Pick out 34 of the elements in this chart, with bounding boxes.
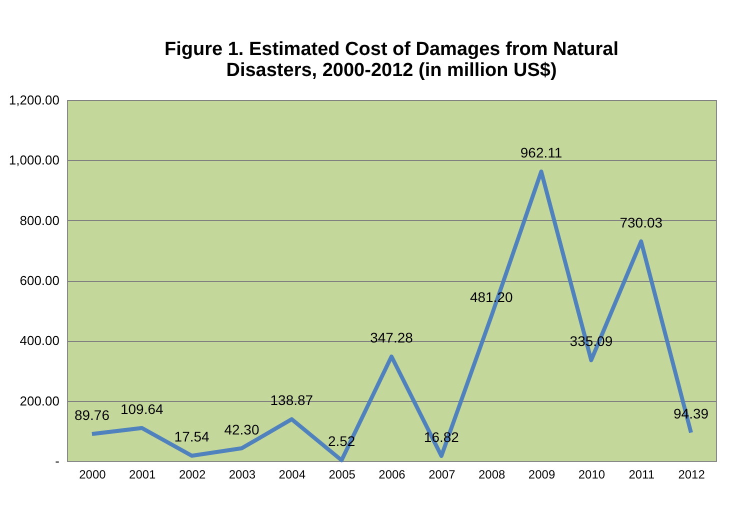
data-label: 94.39 xyxy=(674,406,709,422)
y-tick-label: 800.00 xyxy=(20,212,60,228)
x-tick-label: 2002 xyxy=(178,468,206,482)
data-label: 109.64 xyxy=(120,401,164,418)
x-tick-label: 2007 xyxy=(428,468,456,482)
y-tick-label: - xyxy=(55,454,60,468)
x-tick-label: 2006 xyxy=(378,468,406,482)
data-label: 17.54 xyxy=(174,428,210,445)
y-tick-label: 400.00 xyxy=(20,333,60,348)
x-tick-label: 2001 xyxy=(129,468,156,482)
x-tick-label: 2004 xyxy=(278,468,306,482)
data-label: 42.30 xyxy=(224,421,260,438)
y-tick-label: 1,000.00 xyxy=(8,152,60,168)
x-tick-label: 2009 xyxy=(528,468,556,482)
x-tick-label: 2010 xyxy=(578,468,606,482)
y-tick-label: 200.00 xyxy=(20,393,60,408)
data-label: 962.11 xyxy=(520,144,562,161)
x-tick-label: 2003 xyxy=(228,468,256,482)
y-tick-label: 600.00 xyxy=(20,273,60,288)
x-tick-label: 2012 xyxy=(678,468,706,482)
x-tick-label: 2000 xyxy=(79,468,106,482)
data-label: 730.03 xyxy=(620,214,663,230)
y-tick-label: 1,200.00 xyxy=(8,92,60,108)
chart-title: Figure 1. Estimated Cost of Damages from Natural Disasters, 2000-2012 (in million US$) xyxy=(164,39,618,81)
data-label: 481.20 xyxy=(470,289,513,306)
x-tick-label: 2005 xyxy=(328,468,356,482)
data-label: 16.82 xyxy=(424,428,460,445)
data-label: 2.52 xyxy=(328,433,356,450)
data-label: 89.76 xyxy=(74,406,110,423)
data-label: 138.87 xyxy=(270,392,314,408)
x-tick-label: 2011 xyxy=(628,468,655,482)
x-tick-label: 2008 xyxy=(478,468,506,482)
data-label: 347.28 xyxy=(370,330,414,346)
data-label: 335.09 xyxy=(570,333,613,350)
